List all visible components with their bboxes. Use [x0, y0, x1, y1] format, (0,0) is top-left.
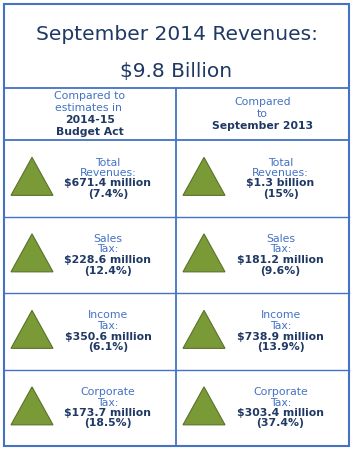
Text: (12.4%): (12.4%) — [84, 266, 132, 275]
Text: Tax:: Tax: — [97, 397, 119, 408]
Text: $181.2 million: $181.2 million — [237, 255, 324, 265]
Text: estimates in: estimates in — [55, 103, 125, 113]
Polygon shape — [11, 234, 53, 272]
Text: September 2014 Revenues:: September 2014 Revenues: — [36, 26, 317, 45]
FancyBboxPatch shape — [4, 4, 349, 446]
Text: $303.4 million: $303.4 million — [237, 408, 324, 418]
Text: Corporate: Corporate — [253, 387, 308, 397]
Text: Corporate: Corporate — [80, 387, 135, 397]
Text: Income: Income — [261, 310, 301, 320]
Text: (9.6%): (9.6%) — [261, 266, 300, 275]
Polygon shape — [11, 158, 53, 195]
Text: (7.4%): (7.4%) — [88, 189, 128, 199]
Text: $671.4 million: $671.4 million — [65, 179, 151, 189]
Text: Tax:: Tax: — [270, 321, 291, 331]
Polygon shape — [11, 387, 53, 425]
Text: Revenues:: Revenues: — [252, 168, 309, 178]
Text: $1.3 billion: $1.3 billion — [246, 179, 315, 189]
Text: $738.9 million: $738.9 million — [237, 332, 324, 342]
Text: Sales: Sales — [266, 234, 295, 244]
Text: $173.7 million: $173.7 million — [65, 408, 151, 418]
Text: 2014-15: 2014-15 — [65, 115, 115, 125]
Text: (13.9%): (13.9%) — [257, 342, 304, 352]
Polygon shape — [183, 158, 225, 195]
Text: (6.1%): (6.1%) — [88, 342, 128, 352]
Text: Revenues:: Revenues: — [80, 168, 136, 178]
Text: Total: Total — [268, 158, 293, 167]
Polygon shape — [183, 234, 225, 272]
Text: Tax:: Tax: — [270, 244, 291, 255]
Text: $228.6 million: $228.6 million — [65, 255, 151, 265]
Text: $9.8 Billion: $9.8 Billion — [120, 63, 233, 81]
Text: (15%): (15%) — [263, 189, 298, 199]
Polygon shape — [183, 310, 225, 348]
Polygon shape — [183, 387, 225, 425]
Text: Tax:: Tax: — [97, 244, 119, 255]
Text: Income: Income — [88, 310, 128, 320]
Text: Tax:: Tax: — [270, 397, 291, 408]
Text: Sales: Sales — [94, 234, 122, 244]
Text: Total: Total — [95, 158, 121, 167]
Text: $350.6 million: $350.6 million — [65, 332, 151, 342]
Text: (37.4%): (37.4%) — [257, 418, 304, 428]
Text: Budget Act: Budget Act — [56, 127, 124, 137]
Text: Tax:: Tax: — [97, 321, 119, 331]
Text: September 2013: September 2013 — [212, 121, 313, 131]
Text: to: to — [257, 109, 268, 119]
Text: (18.5%): (18.5%) — [84, 418, 132, 428]
Polygon shape — [11, 310, 53, 348]
Text: Compared to: Compared to — [54, 91, 126, 101]
Text: Compared: Compared — [234, 97, 291, 107]
